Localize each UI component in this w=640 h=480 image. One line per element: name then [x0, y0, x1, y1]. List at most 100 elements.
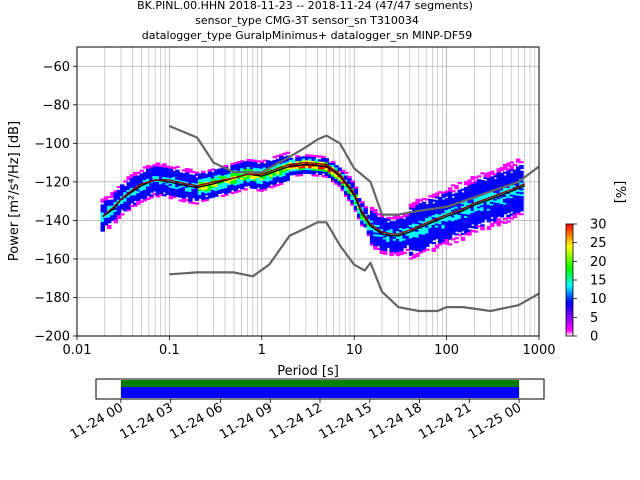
heatmap-cell — [480, 214, 485, 217]
heatmap-cell — [116, 209, 122, 212]
heatmap-cell — [428, 212, 433, 215]
heatmap-cell — [402, 244, 407, 247]
heatmap-cell — [467, 219, 472, 223]
heatmap-cell — [145, 193, 151, 197]
heatmap-cell — [434, 225, 440, 228]
heatmap-cell — [126, 207, 131, 210]
heatmap-cell — [191, 178, 196, 181]
heatmap-cell — [490, 188, 495, 191]
heatmap-cell — [447, 243, 453, 246]
heatmap-cell — [408, 222, 414, 225]
heatmap-cell — [266, 171, 271, 175]
heatmap-cell — [360, 208, 365, 212]
heatmap-cell — [116, 211, 122, 214]
heatmap-cell — [285, 165, 290, 168]
heatmap-cell — [259, 189, 265, 192]
heatmap-cell — [240, 177, 245, 180]
heatmap-cell — [431, 241, 437, 245]
heatmap-cell — [210, 181, 216, 185]
heatmap-cell — [110, 201, 115, 204]
heatmap-cell — [379, 242, 385, 245]
heatmap-cell — [165, 192, 170, 195]
heatmap-cell — [236, 176, 242, 179]
heatmap-cell — [249, 184, 255, 187]
heatmap-cell — [129, 199, 135, 202]
heatmap-cell — [515, 195, 521, 198]
heatmap-cell — [454, 219, 459, 222]
heatmap-cell — [434, 196, 440, 199]
heatmap-cell — [259, 164, 265, 167]
heatmap-cell — [113, 215, 118, 218]
heatmap-cell — [454, 229, 459, 232]
heatmap-cell — [444, 194, 450, 197]
heatmap-cell — [415, 198, 420, 201]
heatmap-cell — [434, 227, 440, 230]
heatmap-cell — [464, 221, 469, 224]
heatmap-cell — [116, 214, 122, 218]
heatmap-cell — [418, 233, 424, 237]
heatmap-cell — [266, 179, 271, 182]
heatmap-cell — [207, 182, 213, 185]
heatmap-cell — [317, 168, 323, 172]
heatmap-cell — [473, 209, 479, 212]
heatmap-cell — [425, 229, 430, 232]
heatmap-cell — [220, 194, 226, 197]
heatmap-cell — [483, 186, 488, 189]
heatmap-cell — [194, 179, 200, 182]
heatmap-cell — [311, 174, 316, 177]
heatmap-cell — [256, 160, 261, 163]
heatmap-cell — [473, 182, 479, 185]
heatmap-cell — [392, 240, 398, 243]
heatmap-cell — [103, 221, 109, 224]
heatmap-cell — [402, 251, 407, 255]
heatmap-cell — [324, 167, 329, 171]
heatmap-cell — [236, 174, 242, 177]
heatmap-cell — [376, 236, 381, 239]
heatmap-cell — [418, 207, 424, 210]
heatmap-cell — [496, 175, 501, 179]
heatmap-cell — [408, 238, 414, 241]
heatmap-cell — [155, 172, 161, 175]
heatmap-cell — [431, 213, 437, 216]
heatmap-cell — [509, 161, 514, 164]
heatmap-cell — [460, 202, 466, 205]
heatmap-cell — [243, 167, 248, 170]
heatmap-cell — [473, 222, 479, 225]
heatmap-cell — [379, 224, 385, 228]
heatmap-cell — [425, 217, 430, 220]
heatmap-cell — [454, 204, 459, 207]
heatmap-cell — [376, 222, 381, 225]
heatmap-cell — [454, 233, 459, 236]
heatmap-cell — [142, 197, 148, 200]
heatmap-cell — [275, 174, 281, 177]
heatmap-cell — [464, 188, 469, 192]
heatmap-cell — [295, 160, 300, 164]
heatmap-cell — [347, 181, 352, 185]
heatmap-cell — [116, 212, 122, 216]
heatmap-cell — [408, 213, 414, 216]
heatmap-cell — [418, 216, 424, 219]
heatmap-cell — [113, 219, 118, 222]
heatmap-cell — [467, 208, 472, 211]
heatmap-cell — [305, 165, 310, 169]
heatmap-cell — [171, 192, 177, 195]
heatmap-cell — [233, 183, 239, 186]
heatmap-cell — [262, 186, 268, 189]
heatmap-cell — [360, 218, 365, 221]
heatmap-cell — [477, 190, 482, 193]
heatmap-cell — [363, 213, 368, 216]
heatmap-cell — [395, 250, 401, 253]
heatmap-cell — [480, 185, 485, 188]
heatmap-cell — [191, 196, 196, 199]
heatmap-cell — [269, 178, 274, 181]
heatmap-cell — [149, 196, 154, 199]
heatmap-cell — [515, 183, 521, 186]
heatmap-cell — [473, 218, 479, 222]
heatmap-cell — [447, 223, 453, 227]
heatmap-cell — [454, 198, 459, 201]
heatmap-cell — [464, 186, 469, 190]
heatmap-cell — [308, 158, 313, 161]
heatmap-cell — [490, 172, 495, 175]
heatmap-cell — [499, 176, 505, 179]
heatmap-cell — [415, 214, 420, 217]
